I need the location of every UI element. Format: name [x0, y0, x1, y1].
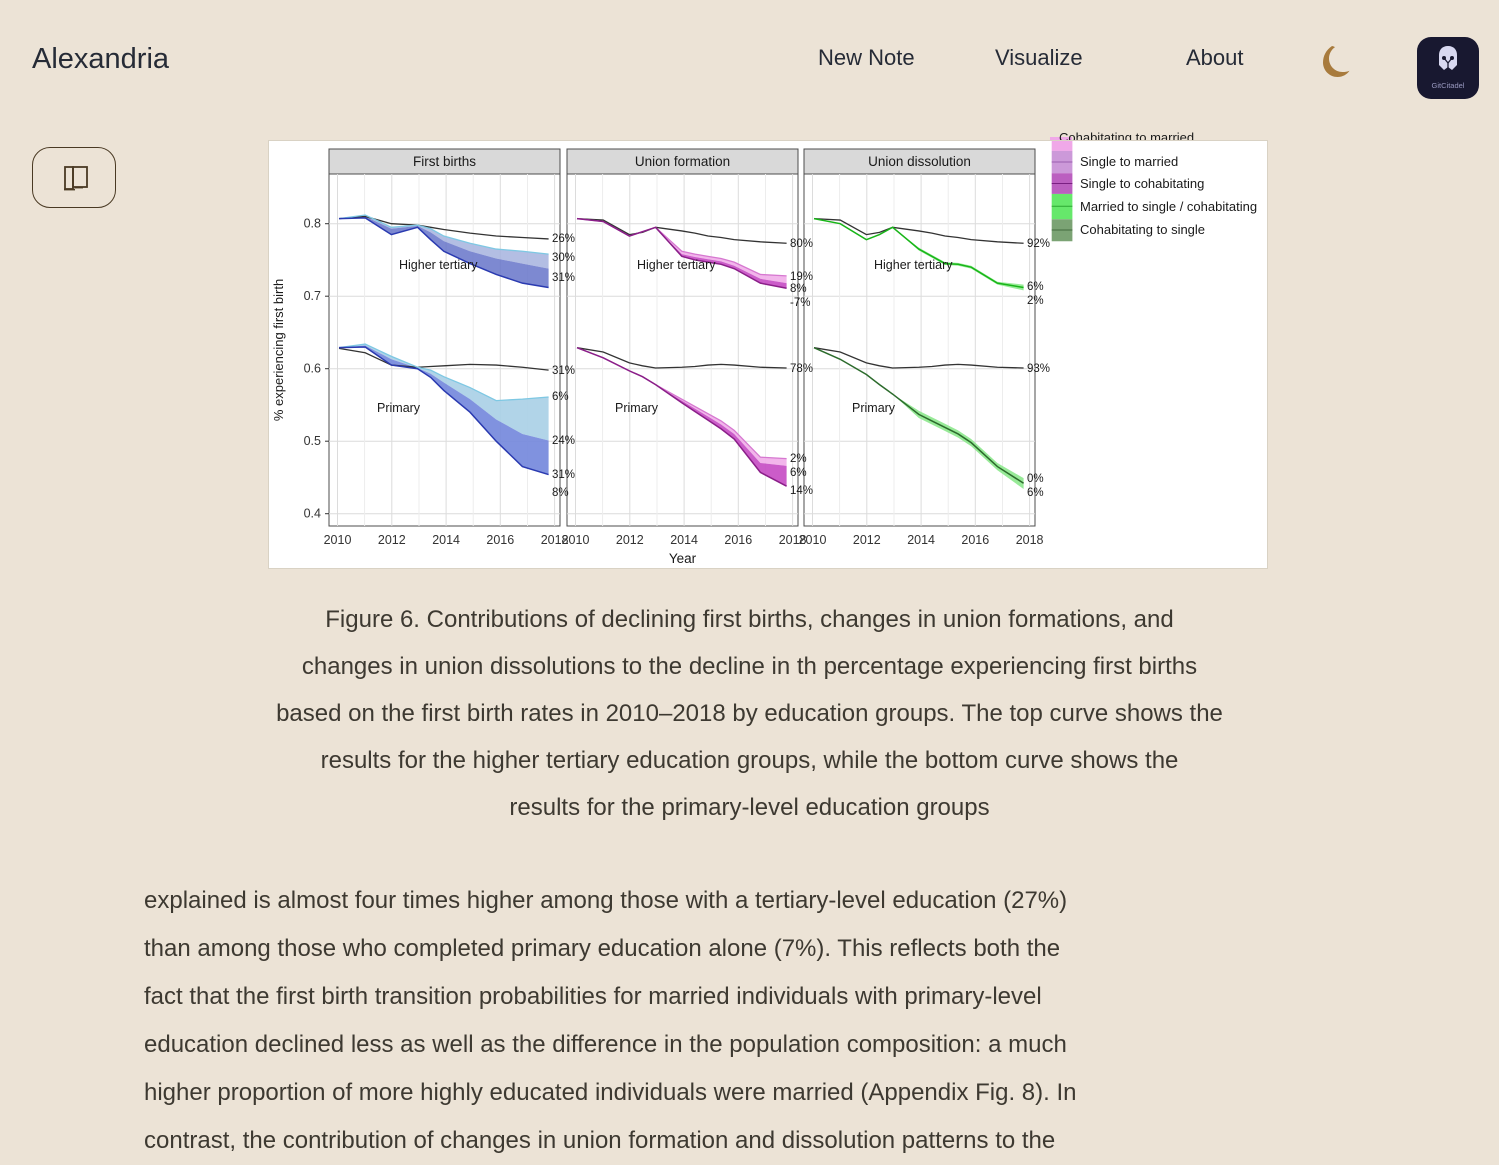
svg-text:2010: 2010 [799, 533, 827, 547]
svg-text:2012: 2012 [378, 533, 406, 547]
svg-text:% experiencing first birth: % experiencing first birth [271, 279, 286, 421]
svg-text:0%: 0% [1027, 473, 1044, 485]
svg-text:Higher tertiary: Higher tertiary [637, 258, 716, 272]
svg-text:Cohabitating to single: Cohabitating to single [1080, 222, 1205, 237]
svg-text:2%: 2% [790, 453, 807, 465]
svg-text:30%: 30% [552, 252, 575, 264]
svg-text:2014: 2014 [907, 533, 935, 547]
svg-text:Single to cohabitating: Single to cohabitating [1080, 176, 1204, 191]
svg-text:2016: 2016 [486, 533, 514, 547]
svg-text:Primary: Primary [377, 401, 421, 415]
svg-text:2018: 2018 [1016, 533, 1044, 547]
svg-text:Year: Year [669, 551, 697, 566]
svg-text:92%: 92% [1027, 238, 1050, 250]
svg-text:2014: 2014 [670, 533, 698, 547]
svg-text:6%: 6% [552, 391, 569, 403]
svg-text:Primary: Primary [615, 401, 659, 415]
svg-text:80%: 80% [790, 238, 813, 250]
svg-text:6%: 6% [790, 467, 807, 479]
svg-text:-7%: -7% [790, 297, 810, 309]
svg-text:0.4: 0.4 [304, 507, 321, 521]
svg-text:78%: 78% [790, 363, 813, 375]
svg-text:Higher tertiary: Higher tertiary [874, 258, 953, 272]
svg-text:8%: 8% [790, 283, 807, 295]
svg-text:2016: 2016 [961, 533, 989, 547]
svg-text:Union dissolution: Union dissolution [868, 154, 971, 169]
svg-text:6%: 6% [1027, 487, 1044, 499]
svg-text:Union formation: Union formation [635, 154, 730, 169]
svg-text:14%: 14% [790, 485, 813, 497]
svg-text:0.7: 0.7 [304, 289, 321, 303]
svg-text:2016: 2016 [724, 533, 752, 547]
svg-text:0.5: 0.5 [304, 434, 321, 448]
svg-text:0.8: 0.8 [304, 217, 321, 231]
svg-text:0.6: 0.6 [304, 362, 321, 376]
svg-text:2012: 2012 [616, 533, 644, 547]
svg-text:31%: 31% [552, 469, 575, 481]
svg-text:93%: 93% [1027, 363, 1050, 375]
svg-text:26%: 26% [552, 233, 575, 245]
svg-text:Primary: Primary [852, 401, 896, 415]
svg-text:2012: 2012 [853, 533, 881, 547]
svg-text:31%: 31% [552, 365, 575, 377]
svg-text:24%: 24% [552, 435, 575, 447]
svg-text:Higher tertiary: Higher tertiary [399, 258, 478, 272]
svg-text:2010: 2010 [324, 533, 352, 547]
svg-text:First births: First births [413, 154, 476, 169]
svg-text:2%: 2% [1027, 295, 1044, 307]
svg-text:6%: 6% [1027, 281, 1044, 293]
svg-text:Single to married: Single to married [1080, 154, 1178, 169]
svg-text:19%: 19% [790, 271, 813, 283]
svg-text:2010: 2010 [562, 533, 590, 547]
svg-text:2014: 2014 [432, 533, 460, 547]
svg-text:8%: 8% [552, 487, 569, 499]
svg-text:Married to single / cohabitati: Married to single / cohabitating [1080, 199, 1257, 214]
svg-text:31%: 31% [552, 272, 575, 284]
